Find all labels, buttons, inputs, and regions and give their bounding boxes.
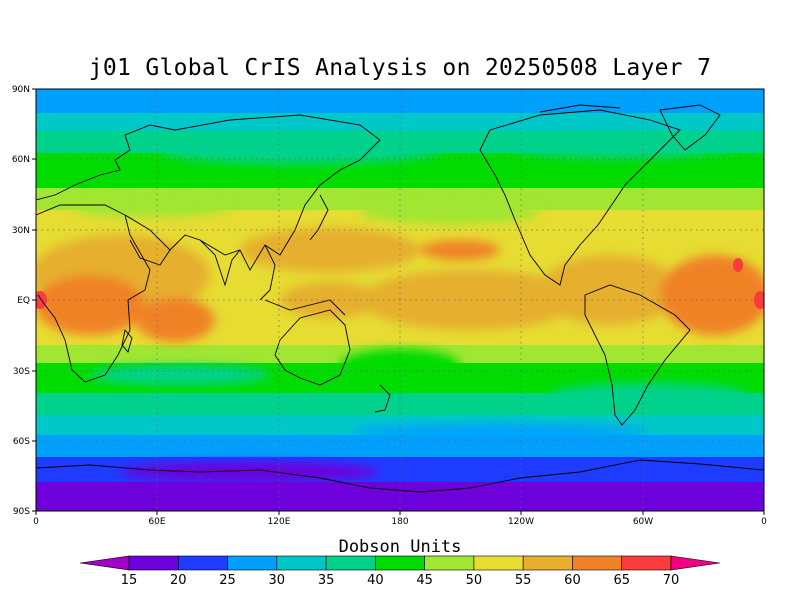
colorbar-segment [572, 555, 623, 571]
colorbar-tick-label: 65 [613, 573, 630, 588]
lon-label-60e: 60E [148, 517, 165, 527]
coastlines [36, 104, 764, 493]
colorbar-tick-label: 25 [219, 573, 236, 588]
colorbar-tick-label: 15 [121, 573, 138, 588]
colorbar-arrow-low [79, 555, 130, 571]
colorbar-tick-label: 30 [269, 573, 286, 588]
ozone-field [36, 89, 764, 511]
colorbar-tick-label: 60 [564, 573, 581, 588]
colorbar-arrow-high [670, 555, 721, 571]
colorbar-segment [375, 555, 425, 571]
colorbar-tick-label: 40 [367, 573, 384, 588]
colorbar-label: Dobson Units [338, 537, 462, 557]
lon-label-0: 0 [33, 517, 39, 527]
lon-label-0-end: 0 [761, 517, 767, 527]
colorbar-tick-label: 55 [515, 573, 532, 588]
colorbar-segment [177, 555, 228, 571]
colorbar-segment [424, 555, 475, 571]
lat-label-30s: 30S [13, 367, 30, 377]
lat-label-60n: 60N [12, 155, 30, 165]
red-spot-east [754, 291, 764, 309]
lat-label-60s: 60S [13, 437, 30, 447]
map-title: j01 Global CrIS Analysis on 20250508 Lay… [88, 55, 712, 81]
colorbar-segment [522, 555, 573, 571]
colorbar-segment [473, 555, 524, 571]
colorbar-segment [276, 555, 327, 571]
colorbar-segment [128, 555, 179, 571]
lat-label-90n: 90N [12, 85, 30, 95]
colorbar-tick-label: 20 [170, 573, 187, 588]
lat-label-90s: 90S [13, 507, 30, 517]
lon-label-60w: 60W [633, 517, 653, 527]
lat-label-30n: 30N [12, 226, 30, 236]
colorbar-tick-label: 35 [318, 573, 335, 588]
red-spot-atlantic [733, 258, 743, 272]
colorbar-tick-label: 70 [663, 573, 680, 588]
colorbar-segment [621, 555, 672, 571]
colorbar-tick-label: 45 [416, 573, 433, 588]
colorbar: 15 20 25 30 35 40 45 50 55 60 65 70 [79, 555, 721, 588]
lat-label-eq: EQ [17, 296, 30, 306]
colorbar-tick-label: 50 [466, 573, 483, 588]
lon-label-180: 180 [391, 517, 408, 527]
lon-label-120e: 120E [268, 517, 291, 527]
lon-label-120w: 120W [508, 517, 534, 527]
colorbar-segment [325, 555, 376, 571]
map-gridlines [36, 89, 764, 511]
tick-marks [32, 88, 765, 515]
colorbar-segment [227, 555, 278, 571]
